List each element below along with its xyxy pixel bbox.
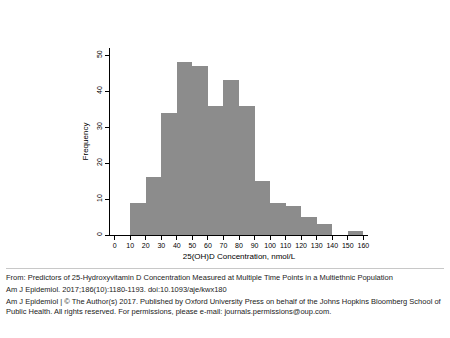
svg-text:40: 40 [96,86,103,94]
svg-text:90: 90 [251,242,259,249]
svg-text:50: 50 [188,242,196,249]
svg-text:60: 60 [204,242,212,249]
svg-text:110: 110 [280,242,291,249]
svg-text:140: 140 [326,242,338,249]
svg-text:Frequency: Frequency [81,123,90,161]
svg-text:25(OH)D Concentration, nmol/L: 25(OH)D Concentration, nmol/L [183,252,296,261]
html-text:Am J Epidemiol. 2017;186(10):1: Am J Epidemiol. 2017;186(10):1180-1193. … [6,285,227,295]
svg-text:160: 160 [357,242,369,249]
html-text:Am J Epidemiol | © The Author(: Am J Epidemiol | © The Author(s) 2017. P… [6,297,441,317]
svg-text:100: 100 [264,242,276,249]
svg-text:30: 30 [96,122,103,130]
svg-text:0: 0 [113,242,117,249]
svg-text:130: 130 [311,242,323,249]
svg-text:20: 20 [96,158,103,166]
svg-text:120: 120 [295,242,307,249]
html-text:From: Predictors of 25-Hydroxy: From: Predictors of 25-Hydroxyvitamin D … [6,273,393,282]
svg-text:50: 50 [96,50,103,58]
svg-text:20: 20 [142,242,150,249]
svg-text:70: 70 [220,242,228,249]
svg-text:40: 40 [173,242,181,249]
svg-text:10: 10 [126,242,134,249]
svg-text:30: 30 [157,242,165,249]
svg-text:80: 80 [235,242,243,249]
svg-text:10: 10 [96,194,103,202]
svg-text:0: 0 [96,232,103,236]
svg-text:150: 150 [342,242,354,249]
